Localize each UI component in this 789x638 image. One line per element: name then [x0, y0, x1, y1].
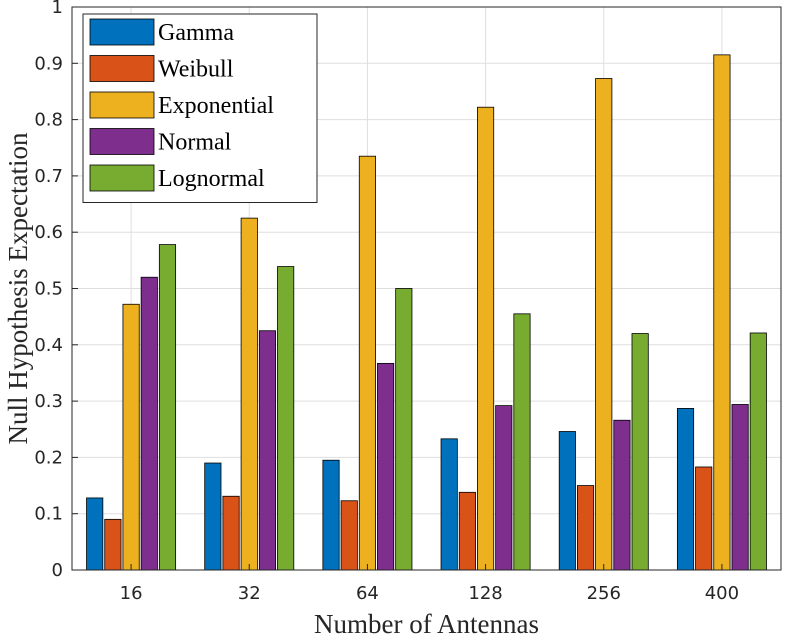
- bar-normal-256: [613, 419, 631, 571]
- bar-exponential-256: [595, 78, 613, 571]
- bar-lognormal-16: [158, 244, 177, 571]
- legend-swatch-exponential: [89, 91, 155, 119]
- y-axis-title: Null Hypothesis Expectation: [3, 132, 33, 444]
- bar-lognormal-32: [277, 266, 295, 571]
- x-axis-title: Number of Antennas: [314, 609, 539, 638]
- y-tick-label: 0.4: [34, 335, 63, 356]
- legend-swatch-gamma: [89, 18, 155, 46]
- bar-gamma-400: [676, 408, 695, 571]
- y-tick-label: 0.9: [34, 53, 63, 74]
- legend-label-exponential: Exponential: [158, 93, 274, 119]
- bar-lognormal-400: [749, 332, 767, 571]
- y-tick-label: 0: [52, 560, 63, 581]
- y-tick-label: 0.1: [34, 504, 63, 525]
- y-tick-label: 0.6: [34, 222, 63, 243]
- legend-label-normal: Normal: [158, 130, 232, 156]
- bar-lognormal-256: [631, 333, 649, 571]
- legend-swatch-lognormal: [89, 164, 155, 192]
- x-tick-label: 256: [587, 583, 621, 604]
- bar-exponential-400: [713, 54, 731, 571]
- bar-normal-64: [377, 362, 395, 571]
- bar-exponential-32: [240, 217, 258, 571]
- bar-weibull-256: [576, 485, 595, 571]
- x-tick-label: 32: [238, 583, 261, 604]
- bar-exponential-64: [358, 155, 376, 571]
- bar-weibull-32: [222, 495, 240, 571]
- bar-weibull-400: [695, 466, 713, 571]
- x-tick-label: 128: [468, 583, 502, 604]
- bar-normal-400: [731, 404, 749, 571]
- bar-gamma-32: [204, 462, 222, 571]
- bar-weibull-16: [104, 518, 122, 571]
- axis-ticks: 0 0.1 0.2 0.3 0.4 0.5 0.6 0.7 0.8 0.9 1 16 32 64 128 25…: [34, 0, 739, 604]
- legend-label-weibull: Weibull: [158, 57, 234, 83]
- bar-gamma-256: [558, 431, 576, 571]
- y-tick-label: 0.3: [34, 391, 63, 412]
- bar-gamma-128: [440, 438, 458, 571]
- y-tick-label: 0.8: [34, 110, 63, 131]
- legend-label-lognormal: Lognormal: [158, 166, 265, 192]
- y-tick-label: 0.2: [34, 447, 63, 468]
- bar-normal-16: [140, 276, 158, 571]
- y-tick-label: 0.7: [34, 166, 63, 187]
- x-tick-label: 400: [705, 583, 739, 604]
- bars: [86, 54, 767, 571]
- bar-normal-128: [495, 405, 513, 571]
- bar-gamma-16: [86, 497, 104, 571]
- bar-normal-32: [258, 330, 277, 571]
- bar-exponential-16: [122, 303, 140, 571]
- bar-weibull-128: [458, 491, 476, 571]
- y-tick-label: 0.5: [34, 279, 63, 300]
- bar-lognormal-64: [395, 288, 413, 571]
- x-tick-label: 16: [120, 583, 143, 604]
- y-tick-label: 1: [52, 0, 63, 18]
- x-tick-label: 64: [356, 583, 379, 604]
- bar-weibull-64: [340, 500, 358, 571]
- legend: Gamma Weibull Exponential Normal Lognormal: [82, 13, 318, 203]
- legend-label-gamma: Gamma: [158, 20, 234, 46]
- bar-lognormal-128: [513, 313, 531, 571]
- bar-gamma-64: [322, 459, 340, 571]
- bar-exponential-128: [477, 106, 495, 571]
- legend-swatch-normal: [89, 128, 155, 155]
- legend-swatch-weibull: [89, 55, 155, 82]
